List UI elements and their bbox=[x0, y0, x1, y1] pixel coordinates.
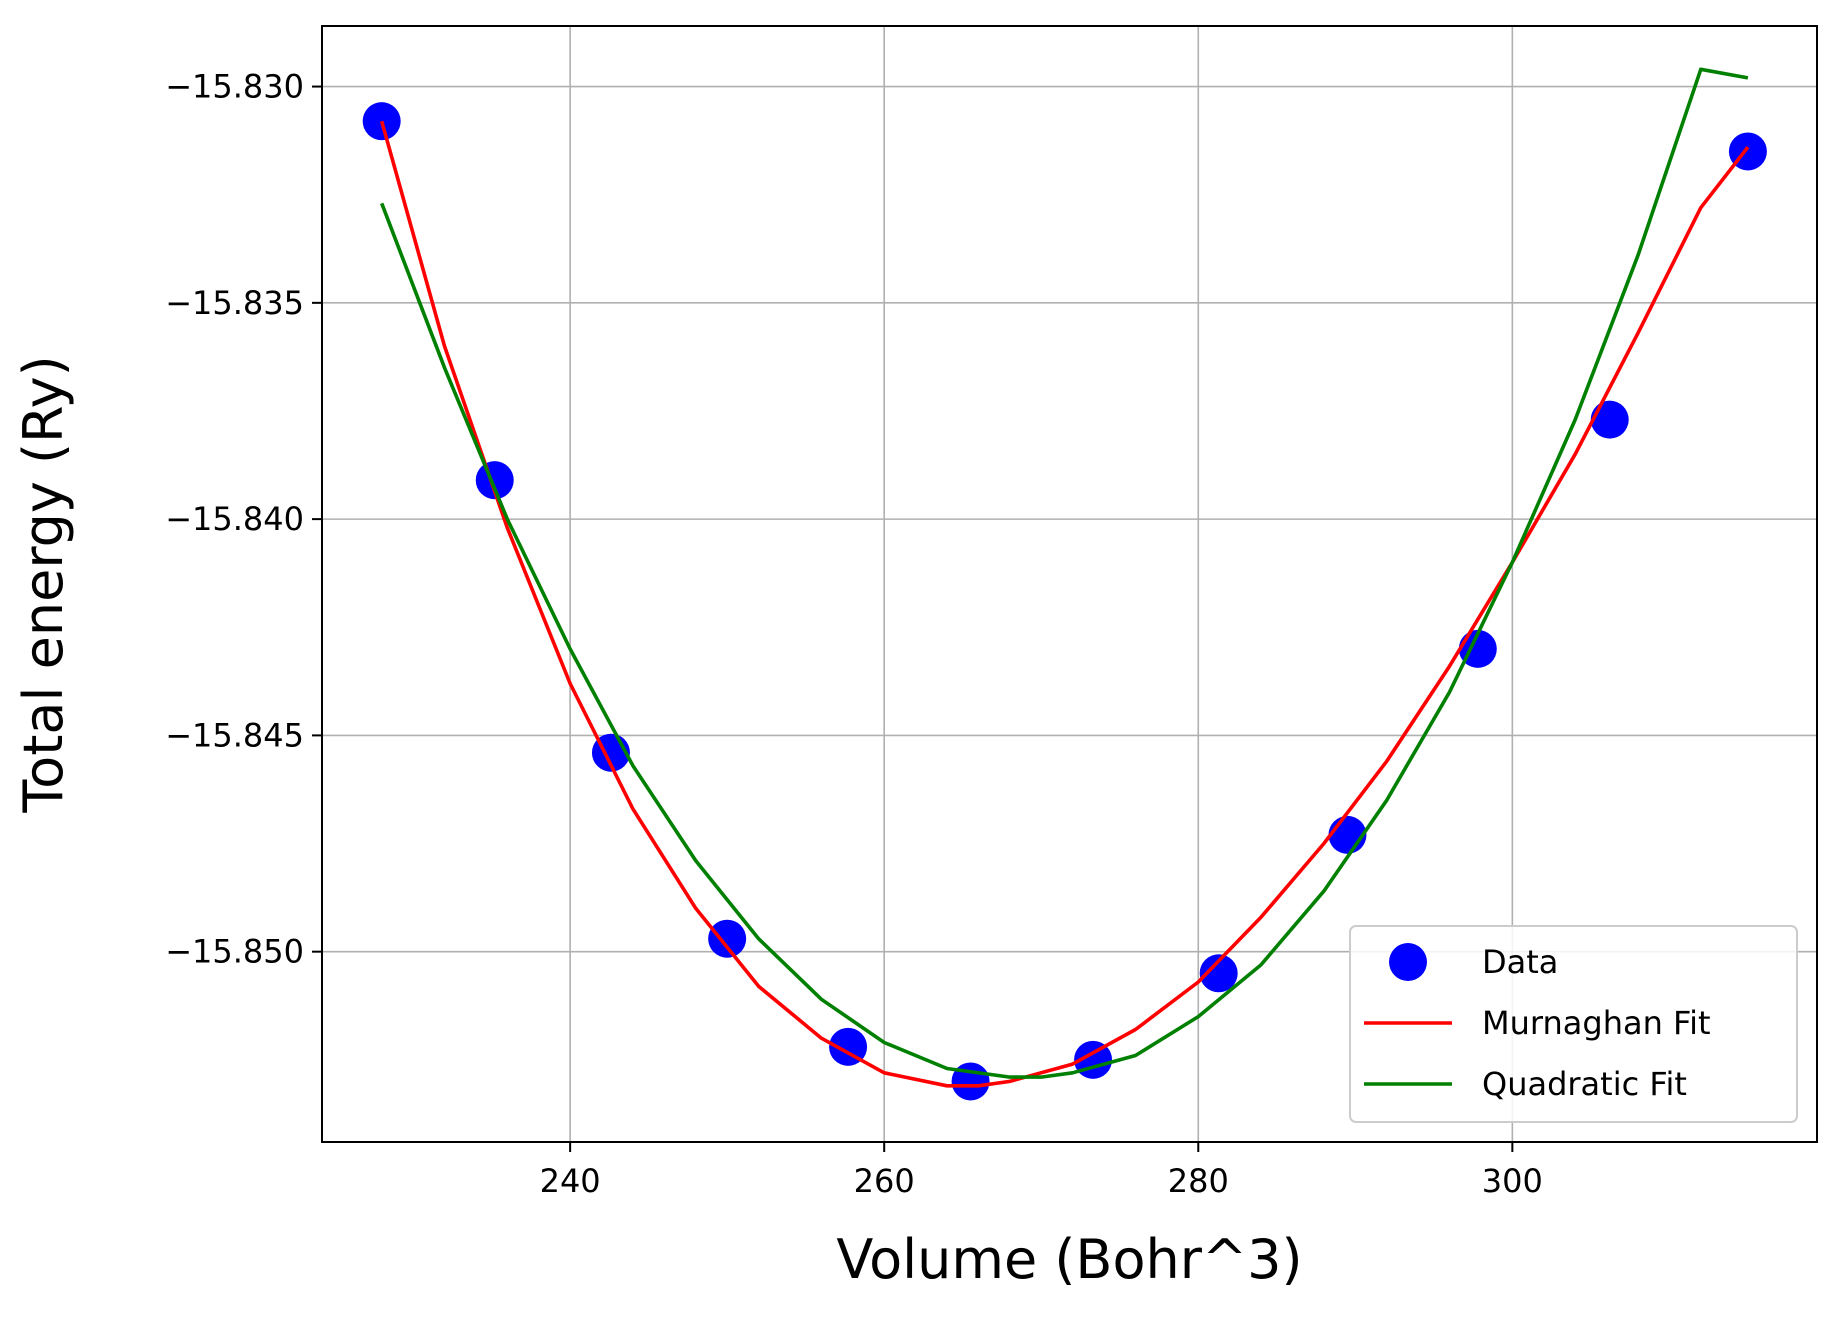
y-tick-label: −15.835 bbox=[165, 284, 304, 322]
murnaghan-fit-line bbox=[379, 120, 1750, 1088]
legend-label: Quadratic Fit bbox=[1482, 1065, 1687, 1103]
y-tick-label: −15.845 bbox=[165, 716, 304, 754]
y-axis-title: Total energy (Ry) bbox=[12, 355, 75, 813]
x-tick-label: 280 bbox=[1168, 1162, 1229, 1200]
y-tick-label: −15.850 bbox=[165, 933, 304, 971]
data-point bbox=[475, 461, 514, 500]
x-tick-label: 260 bbox=[854, 1162, 915, 1200]
x-tick-label: 300 bbox=[1482, 1162, 1543, 1200]
x-tick-label: 240 bbox=[540, 1162, 601, 1200]
data-point bbox=[1590, 400, 1629, 439]
legend-box bbox=[1349, 925, 1798, 1123]
y-tick-label: −15.840 bbox=[165, 500, 304, 538]
data-point bbox=[362, 102, 401, 141]
quadratic-fit-line bbox=[380, 67, 1749, 1079]
data-point bbox=[1458, 629, 1497, 668]
plot-frame bbox=[321, 25, 1818, 1143]
data-point bbox=[1199, 954, 1238, 993]
legend-marker bbox=[1389, 943, 1427, 981]
legend-label: Murnaghan Fit bbox=[1482, 1004, 1711, 1042]
plot-series bbox=[362, 67, 1767, 1101]
axis-ticks: 240 260 280 300 −15.830 −15.835 −15.840 −15.845… bbox=[165, 68, 1543, 1200]
y-tick-label: −15.830 bbox=[165, 68, 304, 106]
grid-lines bbox=[322, 26, 1817, 1142]
x-axis-title: Volume (Bohr^3) bbox=[836, 1228, 1302, 1291]
legend: Data Murnaghan Fit Quadratic Fit bbox=[1349, 925, 1798, 1123]
data-point bbox=[708, 919, 747, 958]
legend-label: Data bbox=[1482, 943, 1558, 981]
